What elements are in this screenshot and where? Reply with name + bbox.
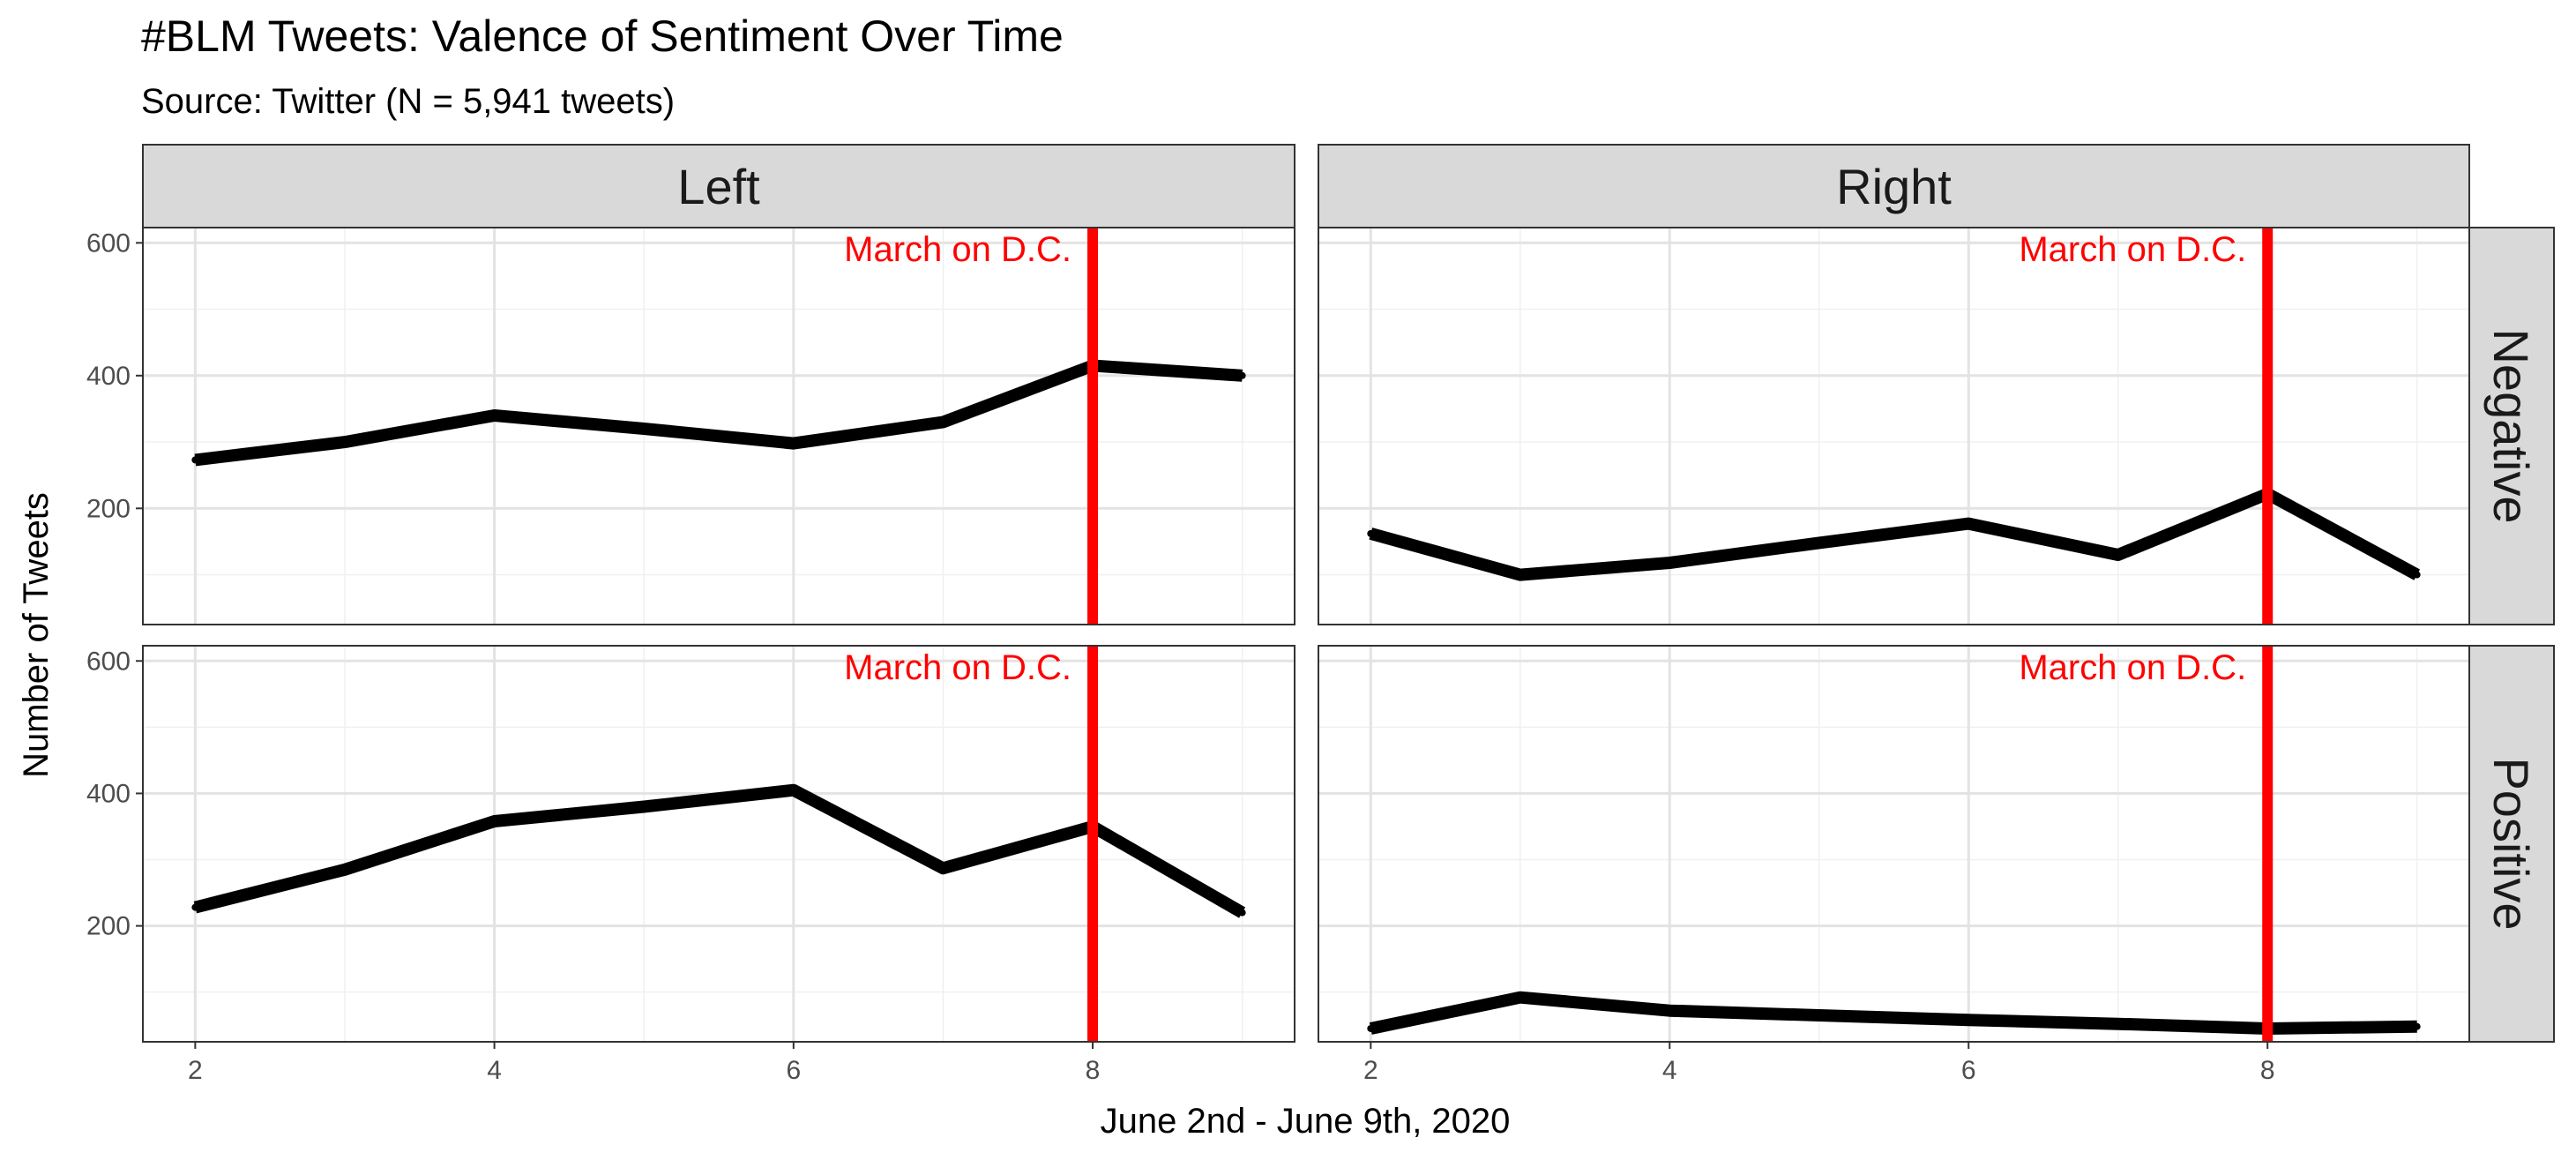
march-on-dc-label: March on D.C.	[2019, 230, 2246, 269]
panel-border	[142, 227, 1295, 625]
facet-strip-right	[1318, 144, 2470, 228]
panel-background	[143, 228, 1295, 625]
series-line-left-negative	[194, 359, 1243, 467]
data-point	[2413, 1022, 2421, 1030]
data-point	[939, 418, 947, 426]
facet-grid: Left Right Negative Positive March on D.C. Ma…	[86, 144, 2555, 1085]
panel-background	[1318, 646, 2469, 1042]
facet-strip-label: Negative	[2483, 328, 2539, 523]
y-tick-label: 400	[86, 362, 131, 391]
y-axis-title: Number of Tweets	[17, 492, 56, 778]
x-tick-label: 2	[1363, 1056, 1378, 1085]
data-point	[1666, 1007, 1674, 1014]
data-point	[1965, 1016, 1973, 1024]
data-point	[1815, 539, 1823, 547]
x-tick-label: 4	[1662, 1056, 1677, 1085]
data-point	[1965, 520, 1973, 528]
x-axis-title: June 2nd - June 9th, 2020	[1101, 1102, 1511, 1141]
data-point	[1367, 529, 1375, 537]
data-point	[789, 439, 797, 447]
data-point	[490, 411, 498, 419]
panel-background	[143, 646, 1295, 1042]
y-tick-label: 600	[86, 647, 131, 676]
data-point	[2114, 550, 2122, 558]
x-tick-label: 4	[487, 1056, 502, 1085]
facet-strip-left	[142, 144, 1295, 228]
data-point	[939, 864, 947, 872]
panel-border	[1318, 227, 2470, 625]
y-tick-label: 200	[86, 912, 131, 941]
data-point	[340, 438, 348, 446]
y-tick-label: 600	[86, 228, 131, 258]
data-point	[1666, 559, 1674, 567]
data-point	[191, 903, 199, 911]
data-point	[1367, 1024, 1375, 1032]
march-on-dc-label: March on D.C.	[2019, 648, 2246, 687]
data-point	[789, 786, 797, 794]
panel-background	[1318, 228, 2469, 625]
data-point	[340, 865, 348, 873]
x-tick-label: 6	[1961, 1056, 1976, 1085]
data-point	[2413, 571, 2421, 579]
data-point	[640, 425, 648, 433]
data-point	[1238, 909, 1246, 917]
y-tick-label: 200	[86, 494, 131, 523]
x-tick-label: 8	[2260, 1056, 2275, 1085]
march-on-dc-label: March on D.C.	[844, 230, 1071, 269]
data-point	[1815, 1011, 1823, 1019]
panel-border	[142, 645, 1295, 1043]
y-tick-label: 400	[86, 779, 131, 808]
chart-title: #BLM Tweets: Valence of Sentiment Over T…	[141, 11, 1064, 61]
data-point	[1516, 993, 1524, 1001]
facet-strip-label: Left	[677, 159, 760, 214]
series-line-right-negative	[1369, 487, 2421, 581]
x-tick-label: 8	[1086, 1056, 1101, 1085]
chart-subtitle: Source: Twitter (N = 5,941 tweets)	[141, 82, 675, 121]
facet-strip-label: Positive	[2483, 757, 2539, 930]
series-line-left-positive	[193, 783, 1246, 918]
facet-strip-negative	[2468, 227, 2555, 625]
data-point	[1516, 571, 1524, 579]
data-point	[640, 803, 648, 811]
x-tick-label: 6	[786, 1056, 801, 1085]
series-line-right-positive	[1369, 991, 2417, 1035]
x-tick-label: 2	[188, 1056, 203, 1085]
panel-border	[1318, 645, 2470, 1043]
data-point	[1238, 371, 1246, 379]
march-on-dc-label: March on D.C.	[844, 648, 1071, 687]
facet-strip-label: Right	[1836, 159, 1952, 214]
data-point	[191, 456, 199, 464]
facet-strip-positive	[2468, 645, 2555, 1043]
data-point	[2114, 1020, 2122, 1028]
data-point	[490, 817, 498, 825]
